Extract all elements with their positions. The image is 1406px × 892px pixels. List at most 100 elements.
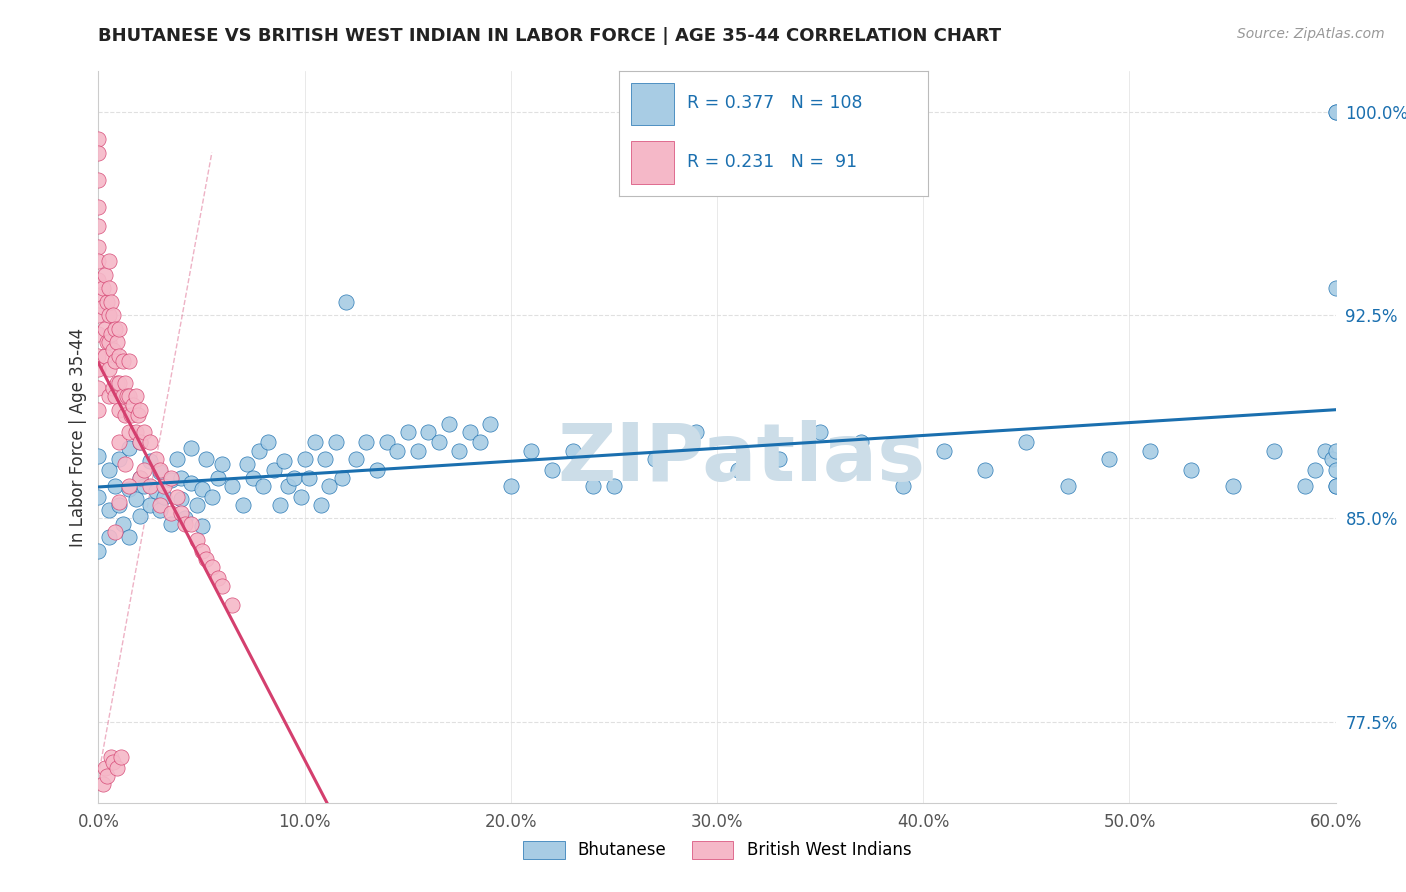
Point (247, 443, 270, 458)
Point (727, 462, 749, 476)
Point (97, 335, 120, 350)
Point (1303, 462, 1326, 476)
Point (685, 425, 707, 439)
Point (1263, 443, 1285, 458)
Point (194, 451, 217, 466)
Legend: Bhutanese, British West Indians: Bhutanese, British West Indians (515, 832, 920, 868)
Text: BHUTANESE VS BRITISH WEST INDIAN IN LABOR FORCE | AGE 35-44 CORRELATION CHART: BHUTANESE VS BRITISH WEST INDIAN IN LABO… (98, 27, 1001, 45)
Point (112, 516, 135, 531)
Point (290, 490, 312, 504)
Point (468, 435, 491, 450)
Point (1324, 443, 1347, 458)
Point (105, 761, 128, 775)
Point (1180, 462, 1202, 476)
Point (108, 495, 131, 509)
Point (541, 462, 564, 476)
Point (356, 435, 378, 450)
Point (1315, 443, 1337, 458)
Point (97, 503, 120, 517)
Point (1324, 462, 1347, 476)
Point (100, 749, 122, 764)
Point (87, 308, 110, 322)
Point (87, 362, 110, 376)
Point (366, 462, 388, 476)
Point (190, 482, 212, 496)
Point (108, 435, 131, 450)
Point (145, 484, 167, 499)
Point (114, 409, 136, 423)
Point (118, 479, 141, 493)
Point (1098, 451, 1121, 466)
Point (87, 240, 110, 254)
Point (128, 435, 150, 450)
Point (298, 471, 321, 485)
Point (97, 462, 120, 476)
Point (91, 777, 114, 791)
Point (387, 443, 409, 458)
Point (318, 479, 340, 493)
Point (108, 498, 131, 512)
Point (93, 761, 115, 775)
Point (582, 479, 605, 493)
Point (186, 498, 208, 512)
Point (186, 533, 208, 547)
Point (118, 354, 141, 368)
Point (180, 441, 202, 455)
Point (159, 471, 181, 485)
Point (101, 343, 124, 358)
Point (139, 454, 162, 468)
Text: R = 0.377   N = 108: R = 0.377 N = 108 (686, 95, 862, 112)
Point (87, 254, 110, 268)
Point (87, 289, 110, 303)
Point (768, 451, 790, 466)
Point (100, 294, 122, 309)
Point (149, 498, 172, 512)
Point (166, 451, 188, 466)
Point (93, 268, 115, 282)
Point (149, 503, 172, 517)
Point (97, 254, 120, 268)
Point (808, 425, 831, 439)
Point (87, 490, 110, 504)
Point (96, 335, 118, 350)
Point (273, 454, 295, 468)
Point (105, 335, 128, 350)
Point (110, 749, 132, 764)
Point (108, 376, 131, 390)
Point (304, 435, 326, 450)
Point (101, 308, 124, 322)
Point (124, 425, 146, 439)
Point (132, 425, 155, 439)
Point (1294, 479, 1316, 493)
Point (139, 479, 162, 493)
Point (458, 425, 481, 439)
Point (97, 281, 120, 295)
Point (139, 435, 162, 450)
Point (91, 300, 114, 314)
Point (149, 462, 172, 476)
Point (120, 409, 142, 423)
Point (104, 322, 127, 336)
Point (112, 389, 135, 403)
Point (294, 451, 316, 466)
Point (314, 451, 336, 466)
Point (96, 294, 118, 309)
Point (932, 443, 955, 458)
Point (127, 409, 149, 423)
Point (269, 498, 291, 512)
Point (891, 479, 914, 493)
Point (87, 273, 110, 287)
Point (87, 327, 110, 342)
Point (283, 471, 305, 485)
Point (87, 381, 110, 395)
Point (132, 479, 155, 493)
Point (159, 506, 181, 520)
Point (1324, 105, 1347, 120)
Point (87, 132, 110, 146)
Point (232, 498, 254, 512)
Point (1139, 443, 1161, 458)
Point (221, 598, 243, 612)
Point (211, 579, 233, 593)
Point (309, 498, 332, 512)
Point (190, 519, 212, 533)
